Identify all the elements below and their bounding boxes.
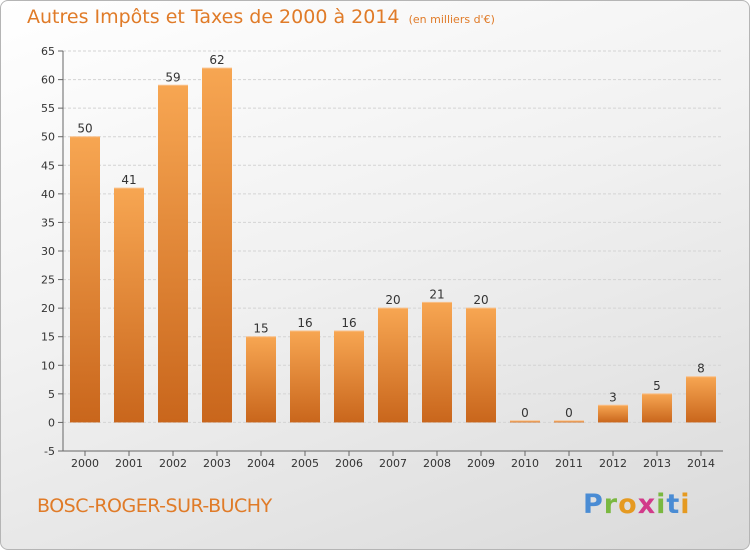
bar-value-label: 50 bbox=[77, 122, 92, 136]
y-tick-label: 55 bbox=[41, 102, 55, 115]
y-tick-label: 5 bbox=[48, 388, 55, 401]
y-tick-label: 65 bbox=[41, 45, 55, 58]
y-tick-label: 10 bbox=[41, 359, 55, 372]
bars bbox=[70, 67, 716, 423]
bar-value-label: 41 bbox=[121, 173, 136, 187]
commune-name: BOSC-ROGER-SUR-BUCHY bbox=[37, 495, 272, 517]
chart-title: Autres Impôts et Taxes de 2000 à 2014 bbox=[27, 6, 400, 28]
y-tick-label: 25 bbox=[41, 274, 55, 287]
y-tick-label: 15 bbox=[41, 331, 55, 344]
bar bbox=[642, 393, 672, 423]
chart-unit: (en milliers d'€) bbox=[408, 13, 495, 26]
x-tick-label: 2013 bbox=[643, 457, 671, 470]
bar-value-label: 15 bbox=[253, 322, 268, 336]
x-tick-label: 2009 bbox=[467, 457, 495, 470]
bar bbox=[334, 331, 364, 423]
y-tick-label: 20 bbox=[41, 302, 55, 315]
bar bbox=[378, 308, 408, 423]
x-tick-label: 2003 bbox=[203, 457, 231, 470]
bar bbox=[598, 405, 628, 423]
x-tick-label: 2006 bbox=[335, 457, 363, 470]
x-tick-label: 2014 bbox=[687, 457, 715, 470]
bar bbox=[422, 302, 452, 423]
bar bbox=[202, 68, 232, 423]
bar-value-label: 3 bbox=[609, 390, 617, 404]
bar-value-label: 20 bbox=[385, 293, 400, 307]
y-tick-label: 35 bbox=[41, 216, 55, 229]
bar-value-label: 0 bbox=[521, 406, 529, 420]
proxiti-logo: Proxiti bbox=[583, 489, 691, 520]
y-tick-label: 30 bbox=[41, 245, 55, 258]
y-tick-label: 45 bbox=[41, 159, 55, 172]
bar bbox=[246, 336, 276, 423]
data-labels: 50 41 59 62 15 16 16 20 21 20 0 0 3 5 8 bbox=[77, 53, 704, 420]
bar-value-label: 16 bbox=[297, 316, 312, 330]
bar bbox=[70, 136, 100, 423]
bar-value-label: 8 bbox=[697, 362, 705, 376]
bar-value-label: 21 bbox=[429, 287, 444, 301]
bar bbox=[114, 188, 144, 423]
bar bbox=[510, 420, 540, 423]
y-tick-label: 0 bbox=[48, 416, 55, 429]
bar-value-label: 62 bbox=[209, 53, 224, 67]
bar-value-label: 16 bbox=[341, 316, 356, 330]
bar-value-label: 20 bbox=[473, 293, 488, 307]
y-tick-label: 50 bbox=[41, 131, 55, 144]
bar-value-label: 59 bbox=[165, 70, 180, 84]
bar bbox=[686, 376, 716, 423]
bar bbox=[290, 331, 320, 423]
bar bbox=[158, 85, 188, 423]
x-tick-label: 2005 bbox=[291, 457, 319, 470]
x-tick-label: 2010 bbox=[511, 457, 539, 470]
x-tick-label: 2008 bbox=[423, 457, 451, 470]
x-tick-label: 2002 bbox=[159, 457, 187, 470]
bar bbox=[554, 420, 584, 423]
title-block: Autres Impôts et Taxes de 2000 à 2014 (e… bbox=[27, 6, 495, 28]
bar-value-label: 5 bbox=[653, 379, 661, 393]
bar bbox=[466, 308, 496, 423]
y-tick-label: -5 bbox=[44, 445, 55, 458]
x-tick-label: 2007 bbox=[379, 457, 407, 470]
x-tick-label: 2001 bbox=[115, 457, 143, 470]
x-tick-label: 2000 bbox=[71, 457, 99, 470]
x-tick-label: 2011 bbox=[555, 457, 583, 470]
y-tick-label: 60 bbox=[41, 74, 55, 87]
y-tick-label: 40 bbox=[41, 188, 55, 201]
x-tick-label: 2004 bbox=[247, 457, 275, 470]
x-tick-label: 2012 bbox=[599, 457, 627, 470]
bar-value-label: 0 bbox=[565, 406, 573, 420]
